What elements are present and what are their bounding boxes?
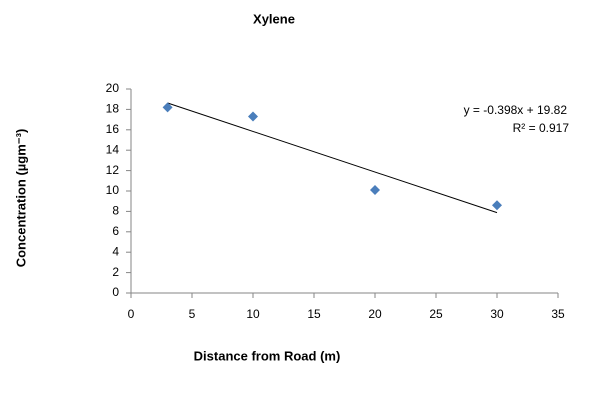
trendline-equation: y = -0.398x + 19.82	[464, 103, 568, 117]
y-tick-label: 4	[112, 244, 119, 258]
data-point	[370, 184, 380, 195]
y-tick-label: 2	[112, 265, 119, 279]
x-tick-label: 30	[490, 307, 504, 321]
x-tick-label: 15	[307, 307, 321, 321]
y-tick-label: 20	[106, 81, 120, 95]
y-tick-label: 14	[106, 142, 120, 156]
data-point	[248, 111, 258, 122]
x-tick-label: 0	[128, 307, 135, 321]
chart-title: Xylene	[253, 11, 295, 26]
y-tick-label: 16	[106, 122, 120, 136]
x-tick-label: 35	[551, 307, 565, 321]
x-tick-label: 5	[189, 307, 196, 321]
y-tick-label: 12	[106, 163, 120, 177]
data-point	[162, 102, 173, 113]
trendline	[167, 102, 498, 214]
y-tick-label: 0	[112, 285, 119, 299]
x-axis-label: Distance from Road (m)	[194, 348, 341, 363]
x-tick-label: 20	[368, 307, 382, 321]
y-tick-label: 6	[112, 224, 119, 238]
trendline-r2: R² = 0.917	[513, 121, 570, 135]
y-tick-label: 18	[106, 102, 120, 116]
y-tick-label: 10	[106, 183, 120, 197]
y-axis-label: Concentration (µgm⁻³)	[13, 129, 28, 268]
y-tick-label: 8	[112, 204, 119, 218]
x-tick-label: 10	[246, 307, 260, 321]
x-tick-label: 25	[429, 307, 443, 321]
data-point	[492, 200, 502, 211]
